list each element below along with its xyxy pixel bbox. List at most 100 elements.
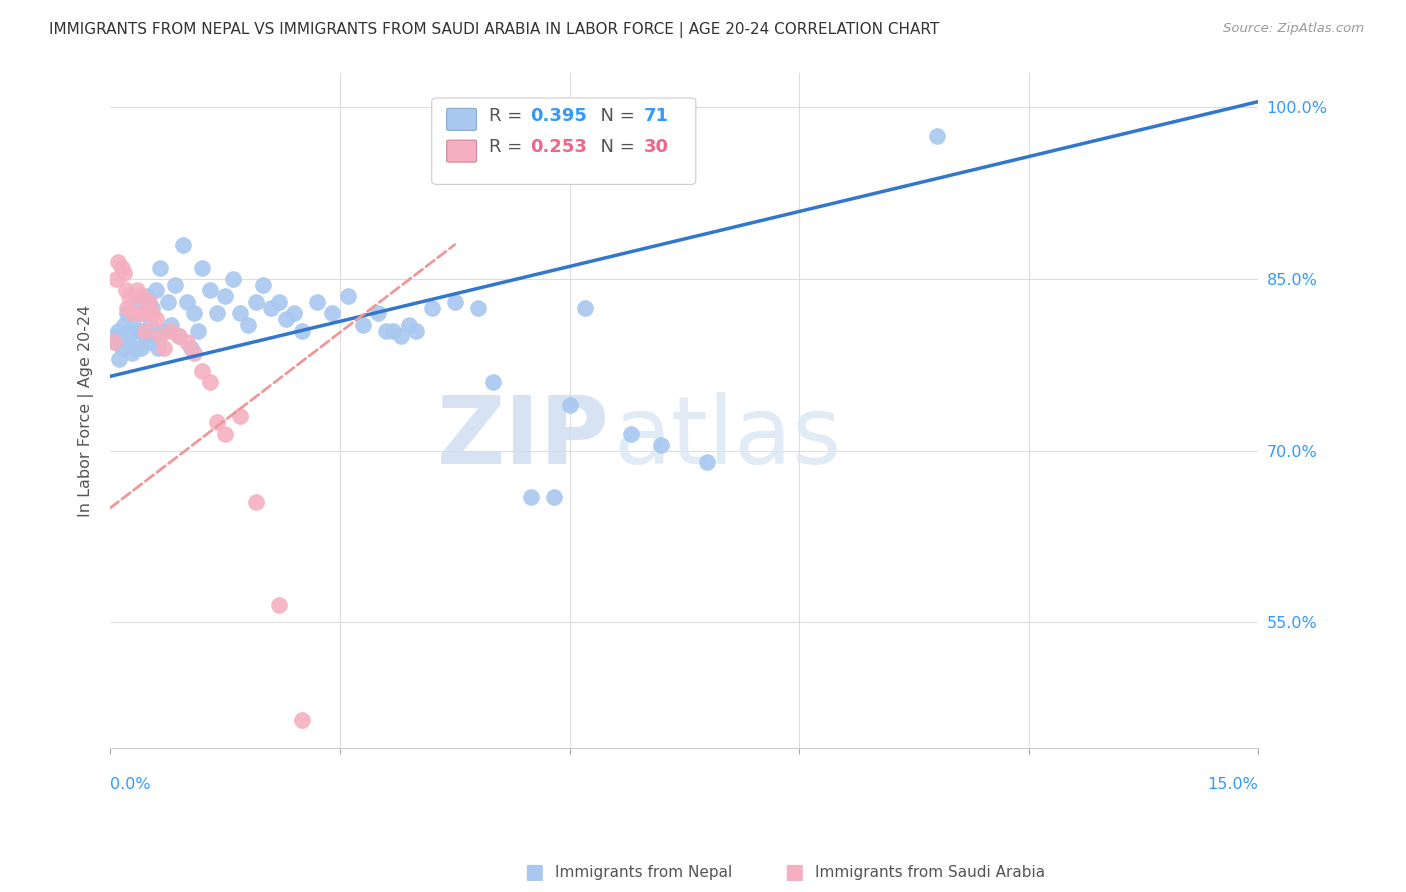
Point	[105, 334, 128, 349]
Point	[420, 301, 443, 315]
Point	[405, 324, 427, 338]
Point	[252, 277, 274, 292]
Point	[558, 398, 581, 412]
Text: Immigrants from Saudi Arabia: Immigrants from Saudi Arabia	[815, 865, 1046, 880]
Text: 71: 71	[644, 106, 669, 125]
Point	[167, 329, 190, 343]
Point	[482, 375, 505, 389]
Text: 15.0%: 15.0%	[1208, 777, 1258, 792]
Point	[138, 294, 160, 309]
Point	[108, 352, 131, 367]
Point	[153, 324, 176, 338]
Point	[245, 495, 267, 509]
Point	[650, 438, 672, 452]
Point	[276, 312, 298, 326]
Point	[167, 329, 190, 343]
Point	[107, 324, 129, 338]
Point	[543, 490, 565, 504]
Text: IMMIGRANTS FROM NEPAL VS IMMIGRANTS FROM SAUDI ARABIA IN LABOR FORCE | AGE 20-24: IMMIGRANTS FROM NEPAL VS IMMIGRANTS FROM…	[49, 22, 939, 38]
Point	[125, 294, 148, 309]
Point	[122, 318, 145, 332]
Point	[183, 306, 205, 320]
Point	[115, 306, 138, 320]
Point	[336, 289, 359, 303]
Y-axis label: In Labor Force | Age 20-24: In Labor Force | Age 20-24	[79, 304, 94, 516]
Point	[136, 289, 159, 303]
Point	[214, 289, 236, 303]
Text: R =: R =	[489, 138, 529, 156]
Point	[160, 324, 183, 338]
Point	[134, 329, 156, 343]
Point	[925, 128, 948, 143]
Text: Immigrants from Nepal: Immigrants from Nepal	[555, 865, 733, 880]
Point	[352, 318, 374, 332]
Text: Source: ZipAtlas.com: Source: ZipAtlas.com	[1223, 22, 1364, 36]
Point	[574, 301, 596, 315]
Point	[374, 324, 396, 338]
Text: ■: ■	[785, 863, 804, 882]
Point	[207, 415, 229, 429]
Point	[141, 306, 163, 320]
Point	[367, 306, 389, 320]
Point	[398, 318, 420, 332]
Point	[103, 329, 125, 343]
Point	[696, 455, 718, 469]
Point	[321, 306, 343, 320]
Point	[121, 346, 143, 360]
Point	[467, 301, 489, 315]
Point	[112, 318, 135, 332]
Point	[443, 294, 465, 309]
Text: ■: ■	[524, 863, 544, 882]
Point	[229, 409, 252, 424]
Point	[260, 301, 283, 315]
Point	[129, 341, 152, 355]
Text: 0.0%: 0.0%	[110, 777, 150, 792]
Point	[198, 284, 221, 298]
Point	[245, 294, 267, 309]
Point	[134, 324, 156, 338]
Point	[520, 490, 543, 504]
Point	[160, 318, 183, 332]
Point	[620, 426, 643, 441]
Point	[112, 266, 135, 280]
Point	[114, 334, 136, 349]
Point	[118, 289, 141, 303]
FancyBboxPatch shape	[447, 108, 477, 130]
Point	[145, 284, 167, 298]
Point	[222, 272, 245, 286]
Point	[139, 318, 162, 332]
Point	[191, 363, 214, 377]
Point	[149, 260, 172, 275]
Point	[118, 329, 141, 343]
Point	[129, 289, 152, 303]
Point	[115, 301, 138, 315]
Point	[283, 306, 305, 320]
Point	[207, 306, 229, 320]
Point	[111, 341, 134, 355]
Point	[176, 334, 198, 349]
Point	[291, 713, 314, 727]
Text: atlas: atlas	[613, 392, 841, 483]
Text: R =: R =	[489, 106, 529, 125]
Point	[125, 284, 148, 298]
Point	[229, 306, 252, 320]
Point	[305, 294, 328, 309]
Point	[198, 375, 221, 389]
Point	[180, 341, 202, 355]
Point	[128, 324, 150, 338]
Text: N =: N =	[589, 106, 641, 125]
Point	[131, 306, 153, 320]
Text: 0.395: 0.395	[530, 106, 588, 125]
Point	[165, 277, 187, 292]
Point	[103, 334, 125, 349]
FancyBboxPatch shape	[447, 140, 477, 162]
Point	[124, 341, 146, 355]
Point	[267, 294, 290, 309]
Point	[149, 329, 172, 343]
Point	[141, 301, 163, 315]
Text: 30: 30	[644, 138, 669, 156]
Point	[236, 318, 259, 332]
Point	[156, 294, 179, 309]
Point	[111, 260, 134, 275]
Point	[114, 284, 136, 298]
